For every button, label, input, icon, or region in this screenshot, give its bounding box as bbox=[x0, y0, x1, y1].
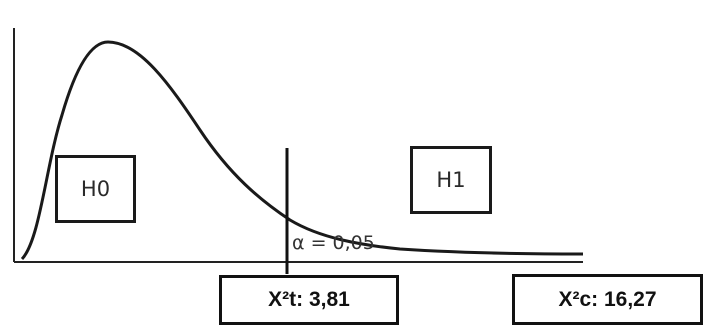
alternative-hypothesis-label: H1 bbox=[436, 168, 466, 192]
alternative-hypothesis-region-box: H1 bbox=[410, 146, 492, 214]
calculated-value-label: X²c: 16,27 bbox=[558, 287, 657, 311]
significance-level-label: α = 0,05 bbox=[292, 232, 375, 254]
critical-value-box: X²t: 3,81 bbox=[219, 275, 399, 325]
critical-value-label: X²t: 3,81 bbox=[268, 288, 350, 311]
distribution-curve bbox=[20, 40, 584, 261]
null-hypothesis-region-box: H0 bbox=[55, 155, 136, 223]
null-hypothesis-label: H0 bbox=[80, 177, 111, 201]
calculated-value-box: X²c: 16,27 bbox=[512, 274, 703, 325]
